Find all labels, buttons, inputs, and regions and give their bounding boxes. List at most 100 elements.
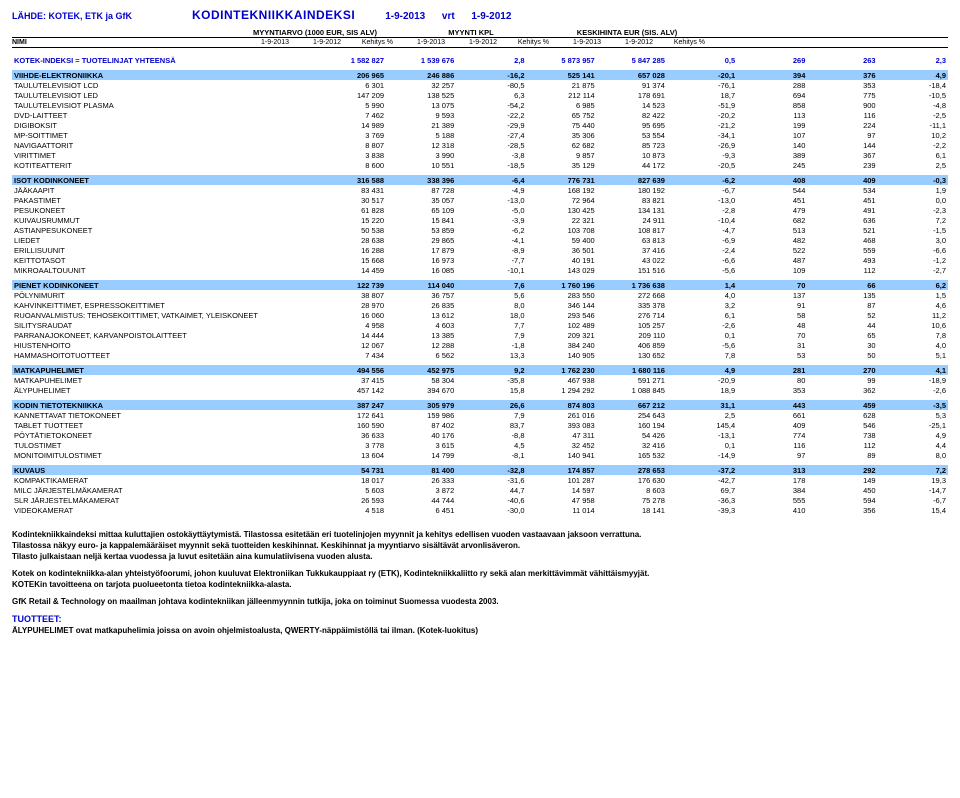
table-row: ERILLISUUNIT16 28817 879-8,936 50137 416… — [12, 245, 948, 255]
row-val: 14 989 — [316, 120, 386, 130]
row-val: 443 — [737, 400, 807, 410]
row-val: 70 — [737, 330, 807, 340]
row-val: 81 400 — [386, 465, 456, 475]
row-val: 8 807 — [316, 140, 386, 150]
row-val: -35,8 — [456, 375, 526, 385]
row-val: 5 603 — [316, 485, 386, 495]
row-name: LIEDET — [12, 235, 316, 245]
row-val: 70 — [737, 280, 807, 290]
row-val: 134 131 — [597, 205, 667, 215]
row-name: HIUSTENHOITO — [12, 340, 316, 350]
row-val: 114 040 — [386, 280, 456, 290]
row-val: 145,4 — [667, 420, 737, 430]
row-val: 6 451 — [386, 505, 456, 515]
row-val: -6,2 — [456, 225, 526, 235]
row-val: 376 — [807, 70, 877, 80]
row-name: JÄÄKAAPIT — [12, 185, 316, 195]
row-val: 281 — [737, 365, 807, 375]
row-val: -5,0 — [456, 205, 526, 215]
row-val: -4,7 — [667, 225, 737, 235]
row-val: -18,4 — [878, 80, 948, 90]
row-val: 457 142 — [316, 385, 386, 395]
row-val: 389 — [737, 150, 807, 160]
row-val: -3,5 — [878, 400, 948, 410]
row-val: 451 — [737, 195, 807, 205]
table-row: VIDEOKAMERAT4 5186 451-30,011 01418 141-… — [12, 505, 948, 515]
row-val: 7,2 — [878, 465, 948, 475]
table-row: TAULUTELEVISIOT PLASMA5 99013 075-54,26 … — [12, 100, 948, 110]
row-val: -0,3 — [878, 175, 948, 185]
row-val: 5 188 — [386, 130, 456, 140]
row-val: -10,4 — [667, 215, 737, 225]
row-name: ISOT KODINKONEET — [12, 175, 316, 185]
nimi-label: NIMI — [12, 39, 237, 46]
col-7: 1-9-2013 — [549, 39, 601, 46]
row-val: 13 075 — [386, 100, 456, 110]
row-val: 168 192 — [527, 185, 597, 195]
row-val: -3,8 — [456, 150, 526, 160]
table-row: PESUKONEET61 82865 109-5,0130 425134 131… — [12, 205, 948, 215]
row-val: 176 630 — [597, 475, 667, 485]
row-val: 140 941 — [527, 450, 597, 460]
row-val: -13,0 — [667, 195, 737, 205]
row-val: -80,5 — [456, 80, 526, 90]
row-val: 8 603 — [597, 485, 667, 495]
row-val: -26,9 — [667, 140, 737, 150]
row-name: KANNETTAVAT TIETOKONEET — [12, 410, 316, 420]
footer-p1: Kodintekniikkaindeksi mittaa kuluttajien… — [12, 530, 948, 539]
row-name: TAULUTELEVISIOT PLASMA — [12, 100, 316, 110]
row-val: -4,8 — [878, 100, 948, 110]
row-val: 30 517 — [316, 195, 386, 205]
row-val: 151 516 — [597, 265, 667, 275]
row-val: 451 — [807, 195, 877, 205]
row-val: 140 905 — [527, 350, 597, 360]
row-val: -5,6 — [667, 265, 737, 275]
period2: 1-9-2012 — [471, 11, 511, 22]
row-val: 97 — [807, 130, 877, 140]
row-val: -1,8 — [456, 340, 526, 350]
row-val: 3 990 — [386, 150, 456, 160]
row-val: -20,9 — [667, 375, 737, 385]
table-row: SILITYSRAUDAT4 9584 6037,7102 489105 257… — [12, 320, 948, 330]
row-name: MATKAPUHELIMET — [12, 375, 316, 385]
row-val: 263 — [807, 55, 877, 65]
row-val: 738 — [807, 430, 877, 440]
row-val: 521 — [807, 225, 877, 235]
row-name: KEITTOTASOT — [12, 255, 316, 265]
row-val: -76,1 — [667, 80, 737, 90]
row-val: 657 028 — [597, 70, 667, 80]
row-val: 6,2 — [878, 280, 948, 290]
row-val: 636 — [807, 215, 877, 225]
row-val: 7 434 — [316, 350, 386, 360]
row-val: 26 333 — [386, 475, 456, 485]
row-val: 2,5 — [667, 410, 737, 420]
row-val: 38 807 — [316, 290, 386, 300]
row-val: 36 757 — [386, 290, 456, 300]
row-val: -5,6 — [667, 340, 737, 350]
row-name: TAULUTELEVISIOT LED — [12, 90, 316, 100]
row-val: 482 — [737, 235, 807, 245]
row-val: -3,9 — [456, 215, 526, 225]
row-val: 47 311 — [527, 430, 597, 440]
row-val: 31 — [737, 340, 807, 350]
row-val: 224 — [807, 120, 877, 130]
row-val: 5 873 957 — [527, 55, 597, 65]
row-val: -2,5 — [878, 110, 948, 120]
table-row: KAHVINKEITTIMET, ESPRESSOKEITTIMET28 970… — [12, 300, 948, 310]
row-val: -8,8 — [456, 430, 526, 440]
row-val: 10 551 — [386, 160, 456, 170]
row-val: 16 085 — [386, 265, 456, 275]
row-val: 367 — [807, 150, 877, 160]
row-val: -2,6 — [878, 385, 948, 395]
group-myyntiarvo: MYYNTIARVO (1000 EUR, SIS ALV) — [237, 28, 393, 37]
row-val: 62 682 — [527, 140, 597, 150]
row-name: PÖYTÄTIETOKONEET — [12, 430, 316, 440]
row-val: -20,5 — [667, 160, 737, 170]
row-val: 63 813 — [597, 235, 667, 245]
col-5: 1-9-2012 — [445, 39, 497, 46]
row-val: 53 859 — [386, 225, 456, 235]
row-val: -13,0 — [456, 195, 526, 205]
row-val: 5 847 285 — [597, 55, 667, 65]
row-val: 0,5 — [667, 55, 737, 65]
row-val: 12 318 — [386, 140, 456, 150]
